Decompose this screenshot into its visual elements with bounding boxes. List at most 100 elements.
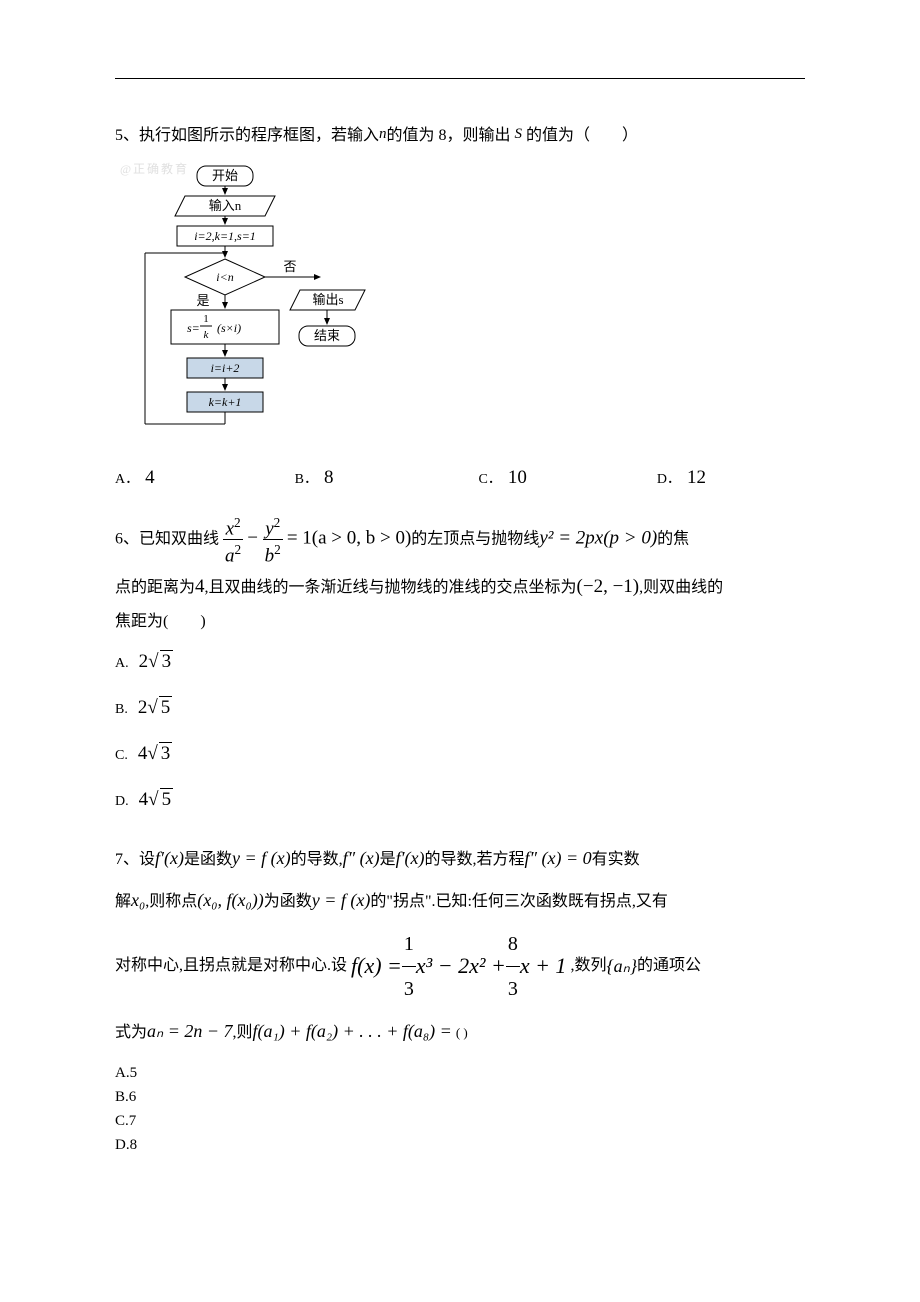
sqrt-icon: √5 (148, 778, 173, 822)
q6-line3: 焦距为( ) (115, 608, 805, 636)
q6-mid2: 的焦 (657, 531, 689, 548)
q6-line2: 点的距离为4,且双曲线的一条渐近线与抛物线的准线的交点坐标为(−2, −1),则… (115, 567, 805, 608)
fc-inc-i: i=i+2 (211, 361, 240, 375)
q6: 6、已知双曲线 x2 a2 − y2 b2 = 1(a > 0, b > 0)的… (115, 513, 805, 824)
q7-t3: 的导数, (291, 851, 343, 868)
q7-t2: 是函数 (184, 851, 232, 868)
q7-l4b: ,则 (232, 1024, 252, 1041)
an: aₙ = 2n − 7 (147, 1021, 232, 1041)
q5-opt-d: D． 12 (657, 463, 706, 495)
q6-a-coef: 2 (139, 651, 149, 672)
q5-opt-a: A． 4 (115, 463, 155, 495)
fc-frac-num: 1 (203, 313, 209, 325)
frac1-num-var: x (226, 518, 234, 539)
frac2-den-var: b (265, 546, 275, 567)
rad: 3 (160, 650, 174, 672)
q5-after: 的值为（ ） (526, 127, 638, 144)
fc-assign-s-r: (s×i) (217, 321, 241, 335)
q7-l2d: 的"拐点".已知:任何三次函数既有拐点,又有 (370, 893, 668, 910)
q7-line2: 解x₀,则称点(x₀, f(x₀))为函数y = f (x)的"拐点".已知:任… (115, 880, 805, 922)
q6-l2b: ,且双曲线的一条渐近线与抛物线的准线的交点坐标为 (205, 579, 577, 596)
q5-opt-c: C． 10 (478, 463, 526, 495)
cubic1: x³ − 2x² + (416, 944, 506, 988)
opt-label: A. (115, 656, 129, 671)
fpp: f″ (x) (343, 848, 380, 868)
q6-b-coef: 2 (138, 697, 148, 718)
q7-t1: 设 (139, 851, 155, 868)
q6-opt-a: A. 2√3 (115, 640, 805, 686)
q7-l3c: 的通项公 (637, 944, 701, 988)
sqrt-icon: √3 (147, 732, 172, 776)
den: 3 (506, 967, 520, 1011)
q6-number: 6、 (115, 531, 139, 548)
q7-l4c: ( ) (456, 1025, 468, 1040)
q6-c-coef: 4 (138, 743, 148, 764)
q6-pt: (−2, −1) (577, 576, 640, 597)
q7-opt-b: B.6 (115, 1085, 805, 1109)
q5-opt-a-val: 4 (145, 463, 155, 493)
fprime: f′(x) (155, 848, 184, 868)
fc-init: i=2,k=1,s=1 (194, 229, 256, 243)
q7-options: A.5 B.6 C.7 D.8 (115, 1061, 805, 1157)
q7-opt-a: A.5 (115, 1061, 805, 1085)
frac2-num-var: y (265, 518, 273, 539)
opt-label-c: C． (478, 465, 501, 495)
sum: f(a₁) + f(a₂) + . . . + f(a₈) = (253, 1021, 452, 1041)
eq0: f″ (x) = 0 (525, 848, 592, 868)
fx-pre: f(x) = (351, 944, 402, 988)
q5-options: A． 4 B． 8 C． 10 D． 12 (115, 463, 805, 495)
q6-d-coef: 4 (139, 789, 149, 810)
fc-start: 开始 (212, 168, 238, 183)
fc-output: 输出s (312, 292, 343, 307)
q6-rhs: = 1(a > 0, b > 0) (287, 528, 411, 549)
q6-l2a: 点的距离为 (115, 579, 195, 596)
q5-mid: 的值为 8，则输出 (387, 127, 511, 144)
num: 1 (402, 922, 416, 967)
q6-l2c: ,则双曲线的 (639, 579, 723, 596)
sqrt-icon: √5 (147, 686, 172, 730)
fc-input: 输入n (209, 198, 242, 213)
q6-eq2: y² = 2px(p > 0) (539, 528, 657, 549)
q5-text: 5、执行如图所示的程序框图，若输入n的值为 8，则输出 S 的值为（ ） (115, 120, 805, 150)
q7-l2c: 为函数 (264, 893, 312, 910)
q6-pre: 已知双曲线 (139, 531, 219, 548)
q6-dist: 4 (195, 576, 205, 597)
sqrt-icon: √3 (148, 640, 173, 684)
opt-label-b: B． (295, 465, 318, 495)
frac1-den-var: a (225, 546, 235, 567)
q6-frac1: x2 a2 (223, 513, 243, 567)
frac83: 8 3 (506, 922, 520, 1011)
watermark: @正确教育 (120, 160, 189, 177)
q7-line3: 对称中心,且拐点就是对称中心.设 f(x) = 1 3 x³ − 2x² + 8… (115, 922, 805, 1011)
q7-line4: 式为aₙ = 2n − 7,则f(a₁) + f(a₂) + . . . + f… (115, 1011, 805, 1053)
q5-opt-c-val: 10 (508, 463, 527, 493)
fprime2: f′(x) (396, 848, 425, 868)
header-rule (115, 78, 805, 79)
opt-label-d: D． (657, 465, 681, 495)
minus: − (247, 528, 262, 549)
rad: 5 (159, 696, 173, 718)
q6-opt-d: D. 4√5 (115, 778, 805, 824)
q6-opt-c: C. 4√3 (115, 732, 805, 778)
flowchart-svg: 开始 输入n i=2,k=1,s=1 i<n 否 是 输出s (115, 162, 375, 442)
seq: {aₙ} (606, 944, 637, 988)
opt-label: C. (115, 748, 128, 763)
rad: 5 (160, 788, 174, 810)
q7-l3a: 对称中心,且拐点就是对称中心.设 (115, 944, 347, 988)
opt-label: B. (115, 702, 128, 717)
q7-pt: (x₀, f(x₀)) (197, 890, 263, 910)
opt-label: D. (115, 794, 129, 809)
q6-opt-b: B. 2√5 (115, 686, 805, 732)
q5-opt-d-val: 12 (687, 463, 706, 493)
q7-opt-d: D.8 (115, 1133, 805, 1157)
fc-inc-k: k=k+1 (209, 395, 242, 409)
q5-opt-b: B． 8 (295, 463, 334, 495)
yfx2: y = f (x) (312, 890, 371, 910)
q7-number: 7、 (115, 851, 139, 868)
q7-fx-def: f(x) = 1 3 x³ − 2x² + 8 3 x + 1 (351, 922, 566, 1011)
q5-var-s: S (515, 126, 523, 142)
q6-mid1: 的左顶点与抛物线 (411, 531, 539, 548)
q5-number: 5、 (115, 127, 139, 144)
fc-no: 否 (283, 259, 296, 274)
x0: x₀ (131, 890, 145, 910)
